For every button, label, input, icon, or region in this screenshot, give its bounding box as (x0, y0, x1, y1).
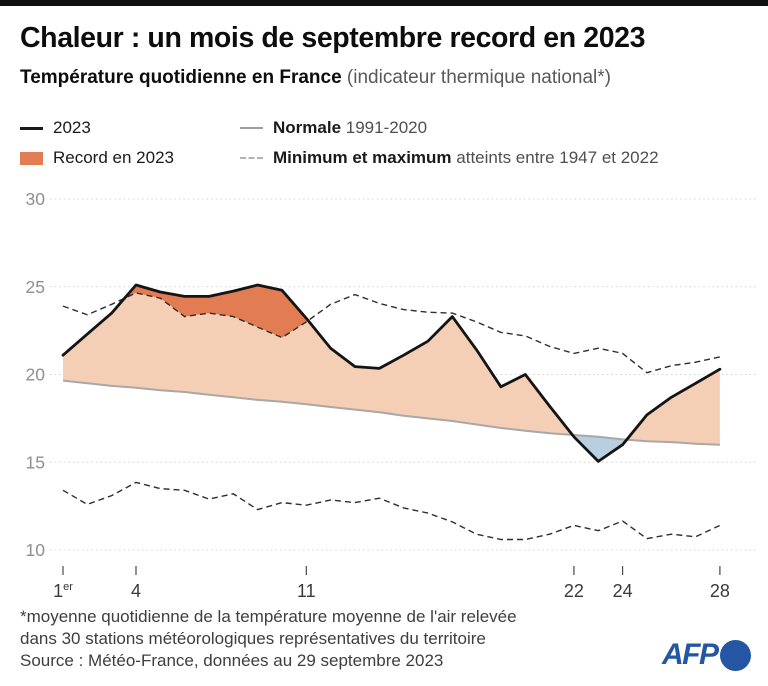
y-axis-label: 15 (26, 452, 45, 472)
y-axis-label: 30 (26, 189, 46, 209)
legend-item-2023: 2023 (20, 118, 91, 138)
x-axis-label: 28 (710, 581, 730, 601)
x-axis-label: 24 (613, 581, 633, 601)
chart-footnote: *moyenne quotidienne de la température m… (20, 606, 517, 650)
footnote-line-1: *moyenne quotidienne de la température m… (20, 607, 517, 626)
legend-record-label: Record en 2023 (53, 148, 174, 167)
legend-normale-label-bold: Normale (273, 118, 342, 137)
page-title: Chaleur : un mois de septembre record en… (20, 22, 646, 54)
y-axis-label: 20 (26, 365, 46, 385)
x-axis-label: 22 (564, 581, 584, 601)
legend-normale-label-light: 1991-2020 (341, 118, 428, 137)
afp-logo-circle-icon (719, 639, 751, 671)
legend-minmax-label-light: atteints entre 1947 et 2022 (451, 148, 659, 167)
afp-logo-text: AFP (662, 638, 719, 671)
afp-logo: AFP (662, 638, 751, 672)
legend-item-record: Record en 2023 (20, 148, 174, 168)
x-axis-label: 1er (53, 581, 73, 601)
footnote-line-2: dans 30 stations météorologiques représe… (20, 629, 486, 648)
line-2023 (61, 283, 722, 463)
legend-minmax-label-bold: Minimum et maximum (273, 148, 452, 167)
legend-2023-line-icon (20, 126, 43, 130)
area-above-normale (63, 292, 720, 445)
legend-record-swatch-icon (20, 151, 43, 165)
legend-item-normale: Normale 1991-2020 (240, 118, 427, 138)
normale-line (62, 379, 720, 446)
chart-subtitle: Température quotidienne en France (indic… (20, 67, 611, 89)
top-border-bar (0, 0, 768, 6)
source-credit: Source : Météo-France, données au 29 sep… (20, 651, 444, 670)
legend-2023-label: 2023 (53, 118, 91, 137)
y-axis-label: 25 (26, 277, 45, 297)
y-axis-label: 10 (26, 540, 46, 560)
legend-minmax-label: Minimum et maximum atteints entre 1947 e… (273, 148, 659, 168)
legend-normale-label: Normale 1991-2020 (273, 118, 427, 138)
x-axis-label: 4 (131, 581, 141, 601)
legend-item-minmax: Minimum et maximum atteints entre 1947 e… (240, 148, 659, 168)
min-record-line (62, 481, 721, 541)
subtitle-main: Température quotidienne en France (20, 67, 342, 88)
x-axis-label: 11 (297, 581, 316, 601)
max-record-line (62, 292, 721, 374)
legend-minmax-dashed-icon (240, 157, 263, 159)
subtitle-note: (indicateur thermique national*) (341, 67, 611, 88)
area-record-2023 (63, 285, 720, 373)
legend-normale-line-icon (240, 127, 263, 129)
